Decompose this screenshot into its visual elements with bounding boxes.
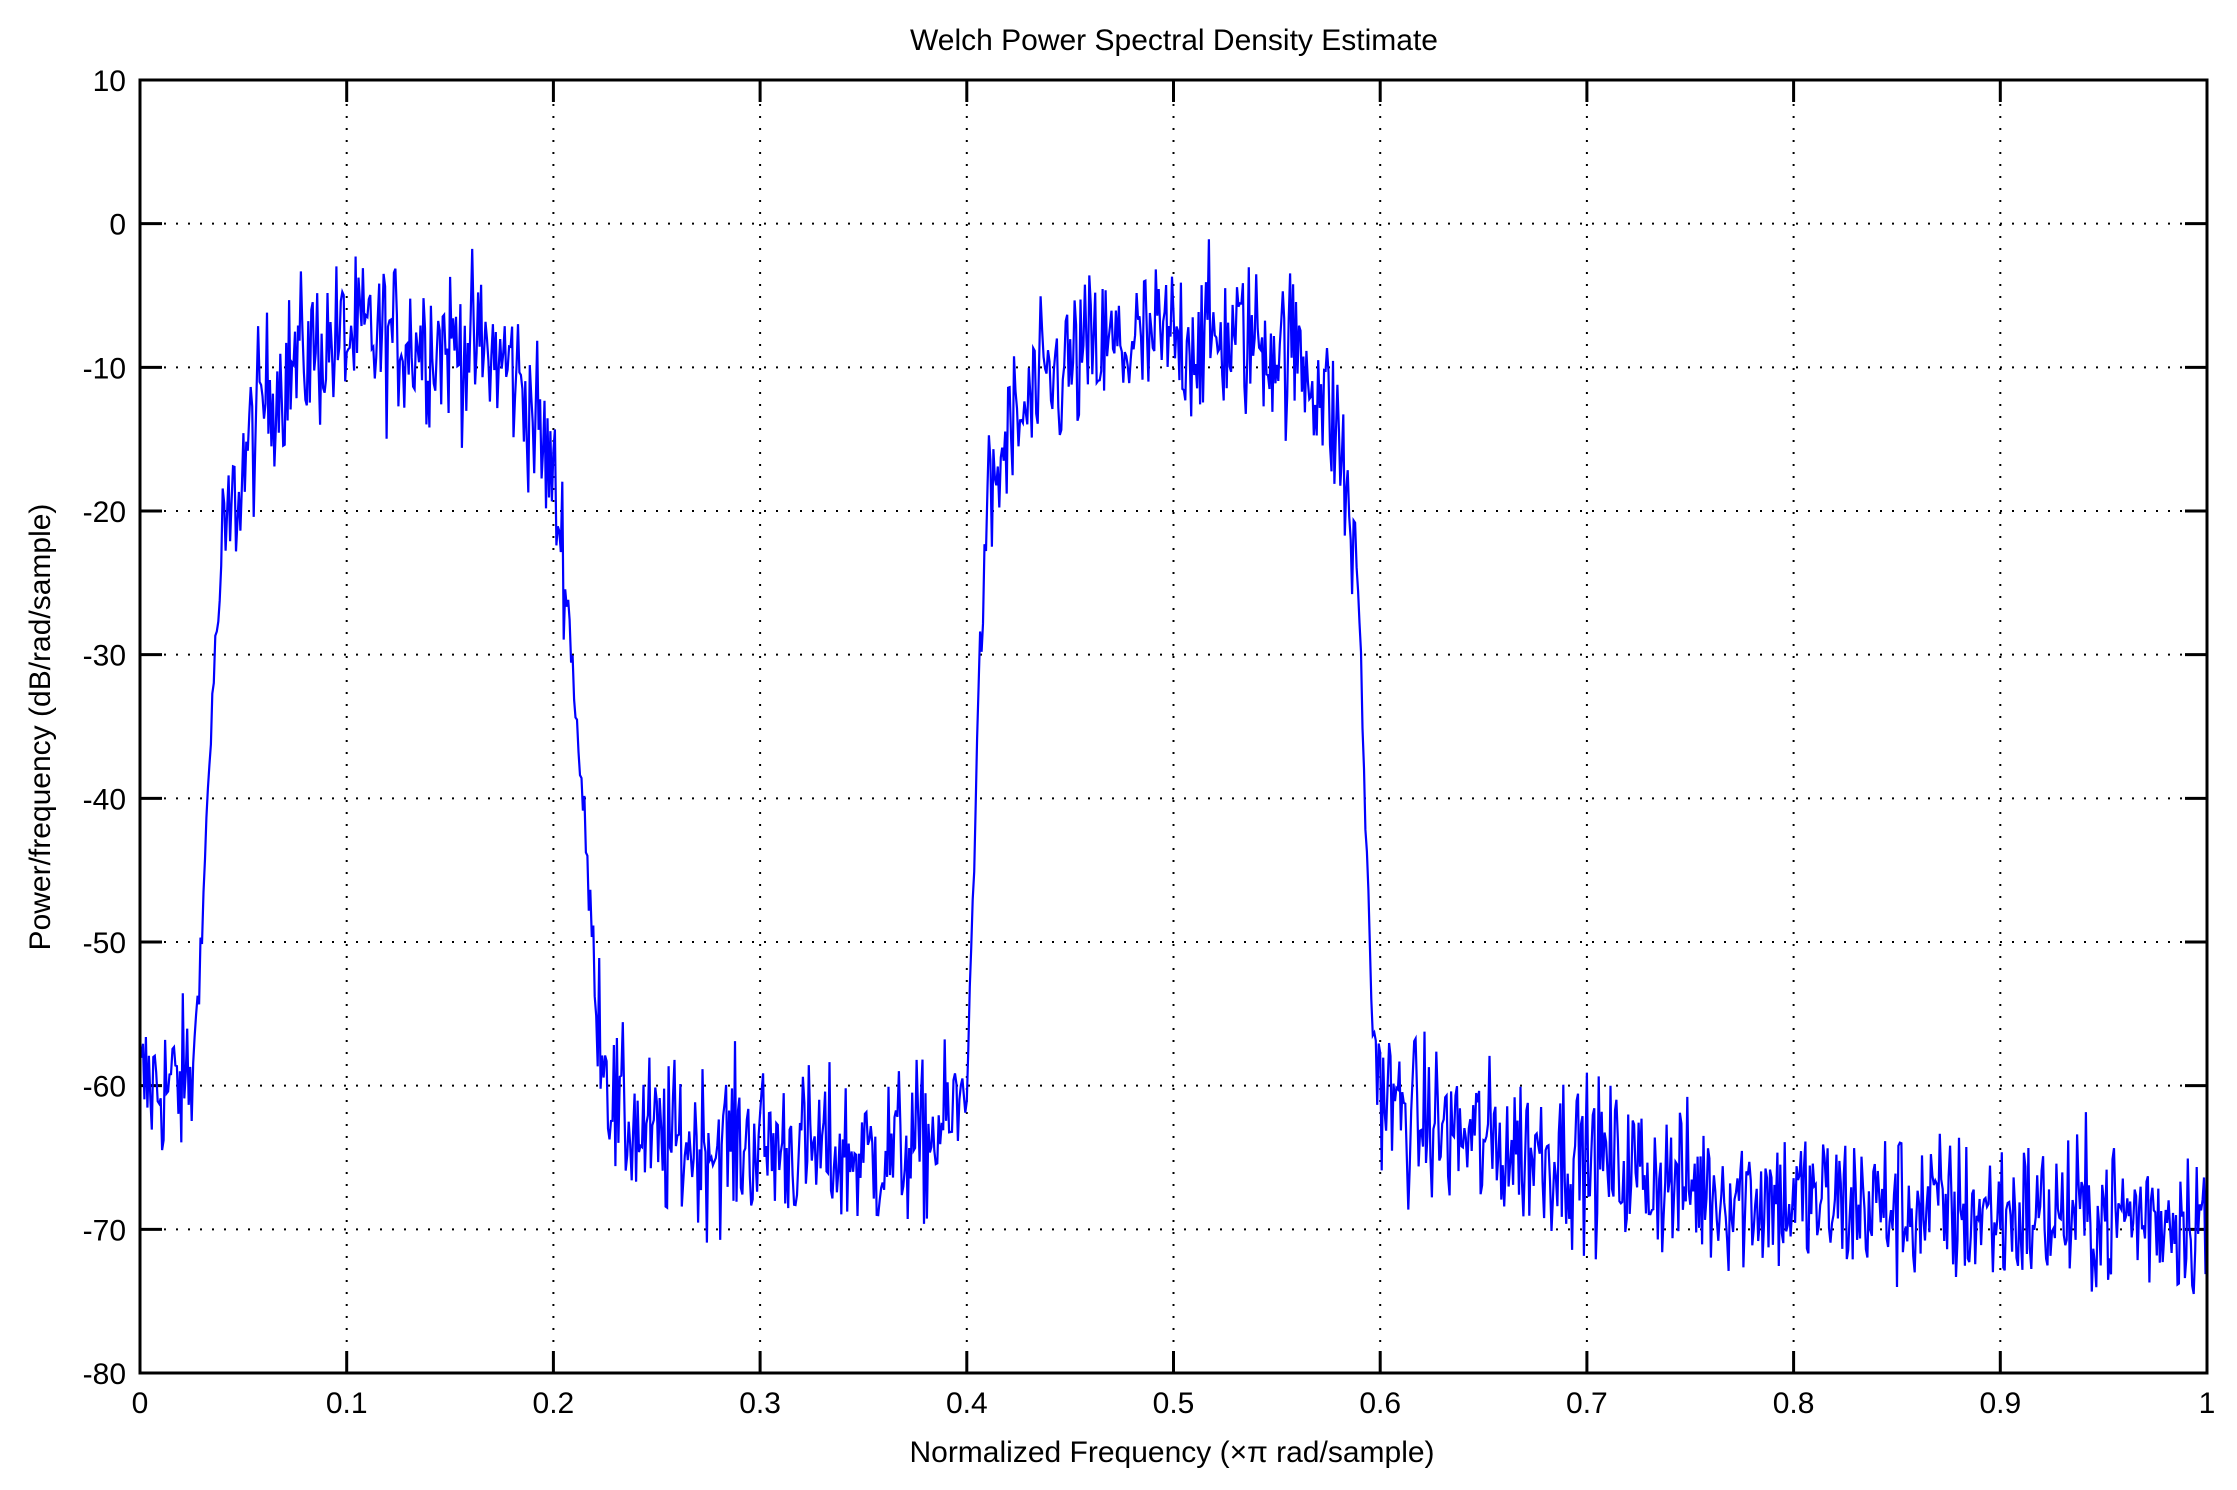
- y-tick-label: -60: [83, 1071, 126, 1104]
- chart-title: Welch Power Spectral Density Estimate: [910, 24, 1438, 57]
- x-tick-label: 0.1: [326, 1387, 368, 1420]
- y-tick-labels: 10 0 -10 -20 -30 -40 -50 -60 -70 -80: [83, 65, 126, 1391]
- grid-lines: [140, 80, 2207, 1373]
- y-tick-label: -40: [83, 783, 126, 816]
- y-tick-label: -10: [83, 352, 126, 385]
- x-tick-label: 1: [2199, 1387, 2216, 1420]
- x-tick-label: 0.8: [1773, 1387, 1815, 1420]
- y-tick-label: -50: [83, 927, 126, 960]
- y-tick-label: -30: [83, 640, 126, 673]
- x-tick-label: 0.6: [1359, 1387, 1401, 1420]
- x-axis-label: Normalized Frequency (×π rad/sample): [909, 1436, 1434, 1469]
- y-tick-label: -20: [83, 496, 126, 529]
- x-tick-label: 0.7: [1566, 1387, 1608, 1420]
- x-tick-label: 0.4: [946, 1387, 988, 1420]
- y-axis-label: Power/frequency (dB/rad/sample): [24, 504, 57, 951]
- plot-area-frame: [138, 78, 2209, 1375]
- x-tick-label: 0.2: [533, 1387, 575, 1420]
- y-tick-label: 10: [93, 65, 126, 98]
- y-tick-label: 0: [109, 209, 126, 242]
- y-tick-label: -80: [83, 1358, 126, 1391]
- x-tick-label: 0.5: [1153, 1387, 1195, 1420]
- x-tick-label: 0: [132, 1387, 149, 1420]
- x-tick-label: 0.9: [1979, 1387, 2021, 1420]
- psd-line-series: [140, 239, 2207, 1295]
- y-tick-label: -70: [83, 1214, 126, 1247]
- x-tick-labels: 0 0.1 0.2 0.3 0.4 0.5 0.6 0.7 0.8 0.9 1: [132, 1387, 2216, 1420]
- x-tick-label: 0.3: [739, 1387, 781, 1420]
